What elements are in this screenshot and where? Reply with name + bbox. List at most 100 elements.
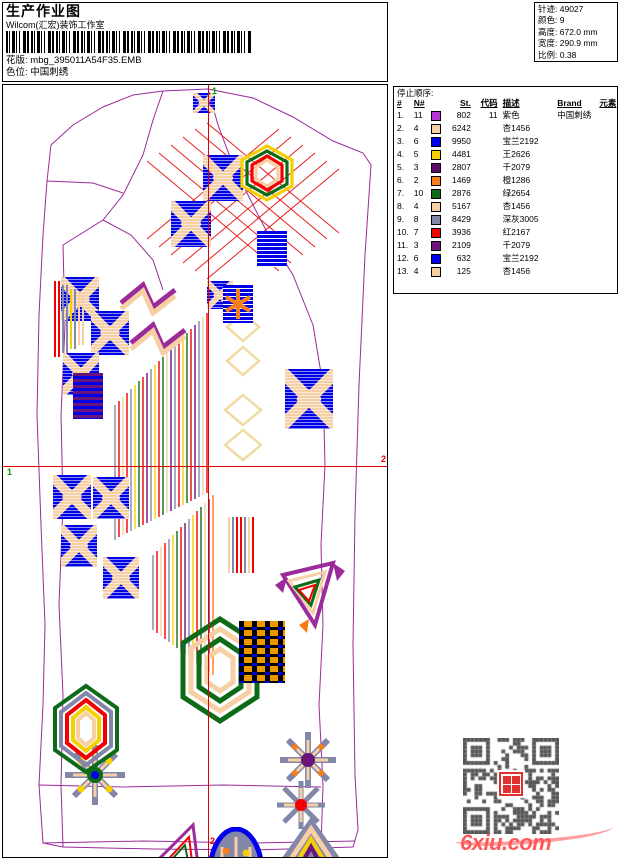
row-description: 橙1286 [502,175,531,185]
table-row[interactable]: 7. 10 2876 绿2654 [394,187,617,200]
table-row[interactable]: 8. 4 5167 杏1456 [394,200,617,213]
table-row[interactable]: 4. 5 4481 王2626 [394,148,617,161]
row-index: 11. [397,240,409,250]
row-color-swatch [431,188,444,199]
blue-purple-block-motif [73,373,103,419]
row-description: 王2626 [502,149,531,159]
row-stitches: 6242 [451,123,471,133]
row-stitches: 9950 [451,136,471,146]
pale-diamond-motif [223,311,263,462]
color-swatch-icon [431,227,442,238]
table-row[interactable]: 3. 6 9950 宝兰2192 [394,135,617,148]
row-index: 2. [397,123,405,133]
row-index: 8. [397,201,405,211]
row-index: 4. [397,149,405,159]
width-row: 宽度: 290.9 mm [538,38,615,49]
table-body: 1. 11 802 11 紫色 中国刺绣 2. 4 6242 杏1456 3. 6 9950 宝兰2192… [394,109,617,278]
row-description: 杏1456 [502,201,531,211]
table-row[interactable]: 1. 11 802 11 紫色 中国刺绣 [394,109,617,122]
color-swatch-icon [431,240,442,251]
table-row[interactable]: 11. 3 2109 千2079 [394,239,617,252]
row-needle: 5 [413,149,419,159]
table-row[interactable]: 5. 3 2807 千2079 [394,161,617,174]
axis-label-left: 1 [7,467,13,477]
table-row[interactable]: 2. 4 6242 杏1456 [394,122,617,135]
height-label: 高度: [538,26,558,37]
table-row[interactable]: 13. 4 125 杏1456 [394,265,617,278]
table-row[interactable]: 10. 7 3936 红2167 [394,226,617,239]
color-swatch-icon [431,253,442,264]
stitch-count-row: 针迹: 49027 [538,4,615,15]
page-title: 生产作业图 [6,3,81,19]
row-color-swatch [431,136,444,147]
row-color-swatch [431,214,444,225]
palette-value: 中国刺绣 [30,67,69,78]
row-index: 13. [397,266,409,276]
width-value: 290.9 mm [559,38,598,49]
row-stitches: 5167 [451,201,471,211]
row-index: 9. [397,214,405,224]
design-canvas[interactable]: 1 1 2 2 [2,84,388,858]
qr-code-block[interactable] [463,738,559,834]
orange-star-overlay [224,289,252,319]
row-code: 11 [488,110,498,120]
snowflake-motif [203,155,243,201]
table-row[interactable]: 9. 8 8429 深灰3005 [394,213,617,226]
height-row: 高度: 672.0 mm [538,27,615,38]
row-color-swatch [431,240,444,251]
purple-fan-motif [158,821,199,857]
row-index: 7. [397,188,405,198]
row-color-swatch [431,162,444,173]
color-count-label: 颜色: [538,15,558,26]
row-needle: 2 [413,175,419,185]
color-swatch-icon [431,188,442,199]
snowflake-motif [93,477,129,519]
row-index: 12. [397,253,409,263]
oval-medallion-motif [209,827,263,857]
row-stitches: 3936 [451,227,471,237]
stamp-cell [511,784,520,793]
row-needle: 6 [413,136,419,146]
row-stitches: 2876 [451,188,471,198]
row-color-swatch [431,227,444,238]
snowflake-motif [53,475,91,519]
design-info-panel: 针迹: 49027 颜色: 9 高度: 672.0 mm 宽度: 290.9 m… [534,2,618,62]
row-description: 杏1456 [502,123,531,133]
color-swatch-icon [431,110,442,121]
row-color-swatch [431,201,444,212]
zigzag-arrow-motif [119,281,187,357]
color-swatch-icon [431,175,442,186]
row-needle: 11 [413,110,423,120]
row-brand: 中国刺绣 [557,110,592,120]
vertical-bar-cluster-motif [228,517,254,573]
row-description: 千2079 [502,162,531,172]
color-count-row: 颜色: 9 [538,15,615,26]
snowflake-motif [61,525,97,567]
row-color-swatch [431,149,444,160]
axis-label-top: 1 [212,86,218,96]
pattern-file-value: mbg_395011A54F35.EMB [30,55,142,66]
color-count-value: 9 [559,15,565,26]
stitch-count-label: 针迹: [538,4,558,14]
triangle-bird-motif [275,560,345,633]
row-needle: 4 [413,123,419,133]
row-stitches: 8429 [451,214,471,224]
axis-label-right: 2 [381,454,387,464]
row-index: 5. [397,162,405,172]
row-stitches: 1469 [451,175,471,185]
row-description: 紫色 [502,110,520,120]
watermark-site: 6xiu.com [460,830,552,855]
table-row[interactable]: 6. 2 1469 橙1286 [394,174,617,187]
stop-sequence-table: 停止顺序: # N# St. 代码 描述 Brand 元素 1. 11 802 11 紫… [393,86,618,294]
table-row[interactable]: 12. 6 632 宝兰2192 [394,252,617,265]
vertical-bar-cluster-motif [54,281,84,357]
axis-label-bottom: 2 [210,836,216,846]
row-index: 1. [397,110,405,120]
table-header-row: # N# St. 代码 描述 Brand 元素 [394,98,617,109]
hexagon-ring-motif [240,144,294,202]
color-swatch-icon [431,266,442,277]
row-needle: 8 [413,214,419,224]
stamp-cell [502,784,511,793]
snowflake-motif [285,369,333,429]
design-canvas-inner: 1 1 2 2 [3,85,387,857]
